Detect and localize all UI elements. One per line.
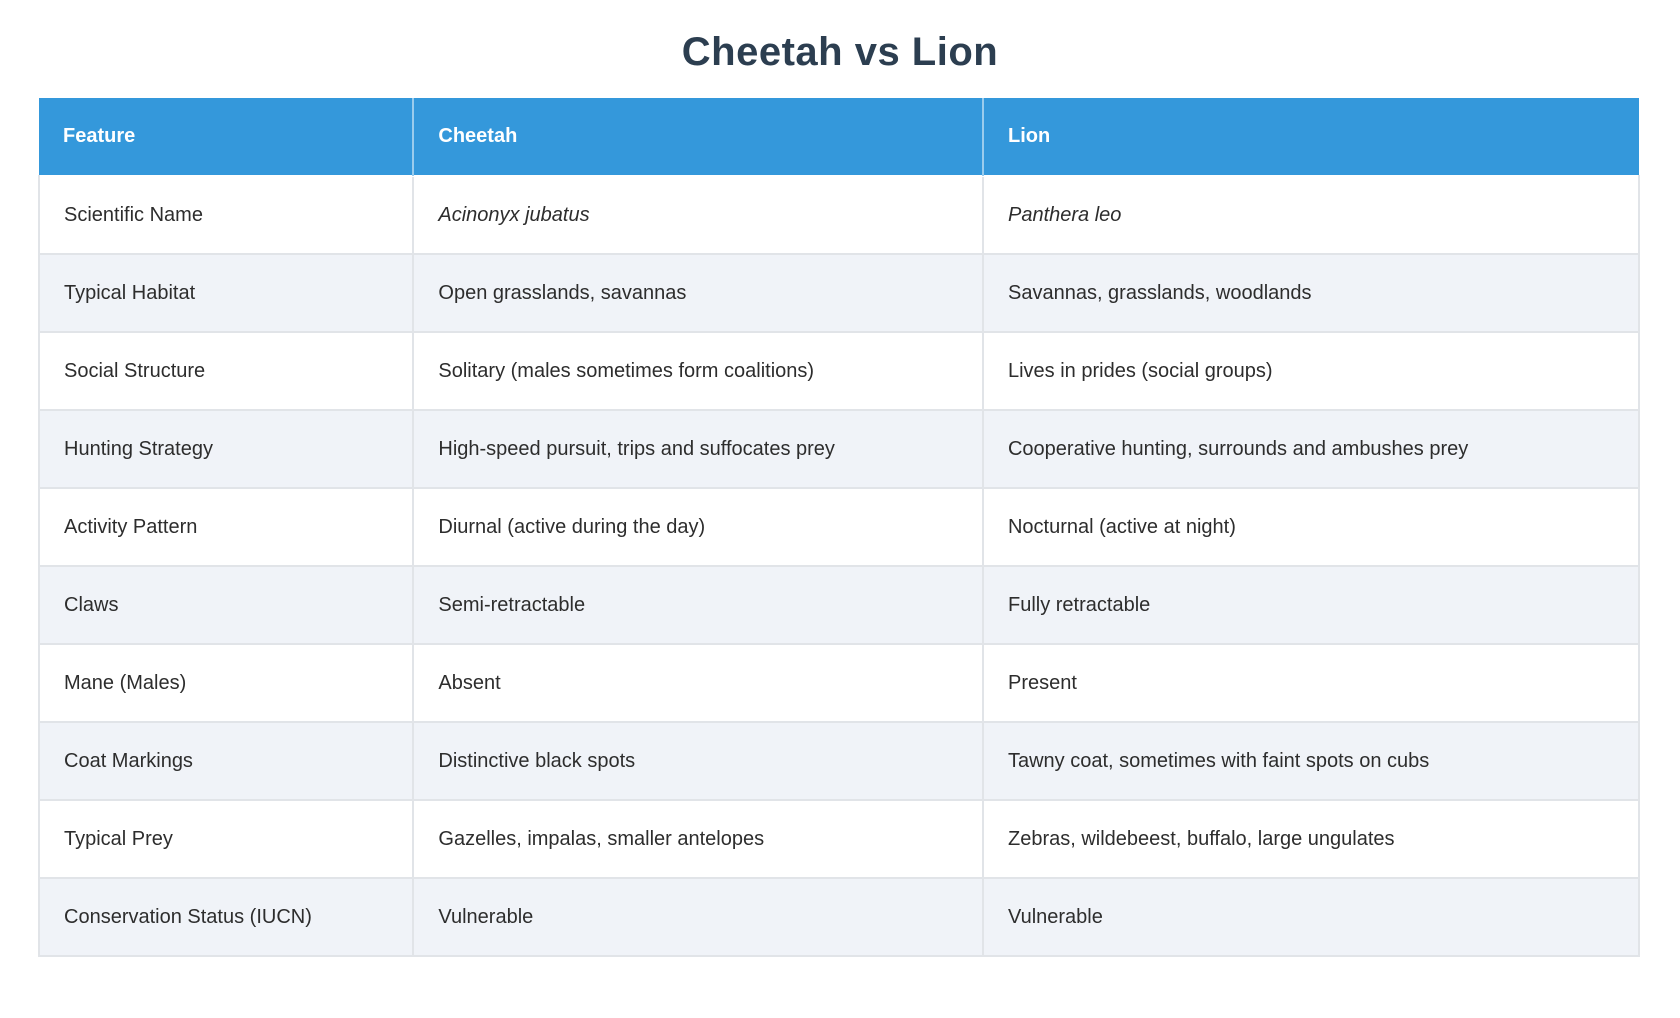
table-row: Activity Pattern Diurnal (active during t…: [37, 487, 1641, 567]
lion-cell: Nocturnal (active at night): [981, 487, 1641, 567]
table-row: Hunting Strategy High-speed pursuit, trip…: [37, 409, 1641, 489]
table-row: Claws Semi-retractable Fully retractable: [37, 565, 1641, 645]
feature-cell: Conservation Status (IUCN): [37, 877, 415, 957]
cheetah-cell: Semi-retractable: [412, 565, 984, 645]
table-row: Typical Habitat Open grasslands, savannas…: [37, 253, 1641, 333]
table-row: Social Structure Solitary (males sometime…: [37, 331, 1641, 411]
lion-cell: Cooperative hunting, surrounds and ambus…: [981, 409, 1641, 489]
table-row: Typical Prey Gazelles, impalas, smaller a…: [37, 799, 1641, 879]
cheetah-cell: High-speed pursuit, trips and suffocates…: [412, 409, 984, 489]
cheetah-cell: Absent: [412, 643, 984, 723]
table-header: Feature Cheetah Lion: [39, 98, 1639, 176]
column-header-lion: Lion: [981, 98, 1639, 176]
lion-cell: Tawny coat, sometimes with faint spots o…: [981, 721, 1641, 801]
table-row: Scientific Name Acinonyx jubatus Panthera …: [37, 175, 1641, 255]
feature-cell: Mane (Males): [37, 643, 415, 723]
feature-cell: Typical Habitat: [37, 253, 415, 333]
cheetah-cell: Acinonyx jubatus: [412, 175, 984, 255]
lion-cell: Panthera leo: [981, 175, 1641, 255]
lion-cell: Vulnerable: [981, 877, 1641, 957]
lion-cell: Savannas, grasslands, woodlands: [981, 253, 1641, 333]
cheetah-cell: Distinctive black spots: [412, 721, 984, 801]
table-row: Coat Markings Distinctive black spots Tawn…: [37, 721, 1641, 801]
feature-cell: Activity Pattern: [37, 487, 415, 567]
lion-cell: Present: [981, 643, 1641, 723]
feature-cell: Social Structure: [37, 331, 415, 411]
feature-cell: Coat Markings: [37, 721, 415, 801]
feature-cell: Typical Prey: [37, 799, 415, 879]
table-row: Mane (Males) Absent Present: [37, 643, 1641, 723]
feature-cell: Claws: [37, 565, 415, 645]
cheetah-cell: Diurnal (active during the day): [412, 487, 984, 567]
comparison-table: Feature Cheetah Lion Scientific Name Acin…: [37, 98, 1641, 957]
header-row: Feature Cheetah Lion: [39, 98, 1639, 176]
table-body: Scientific Name Acinonyx jubatus Panthera …: [37, 175, 1641, 957]
lion-cell: Zebras, wildebeest, buffalo, large ungul…: [981, 799, 1641, 879]
table-row: Conservation Status (IUCN) Vulnerable Vuln…: [37, 877, 1641, 957]
column-header-feature: Feature: [39, 98, 414, 176]
cheetah-cell: Open grasslands, savannas: [412, 253, 984, 333]
cheetah-cell: Gazelles, impalas, smaller antelopes: [412, 799, 984, 879]
lion-cell: Fully retractable: [981, 565, 1641, 645]
cheetah-cell: Solitary (males sometimes form coalition…: [412, 331, 984, 411]
column-header-cheetah: Cheetah: [412, 98, 983, 176]
feature-cell: Hunting Strategy: [37, 409, 415, 489]
feature-cell: Scientific Name: [37, 175, 415, 255]
cheetah-cell: Vulnerable: [412, 877, 984, 957]
page-title: Cheetah vs Lion: [681, 30, 999, 74]
lion-cell: Lives in prides (social groups): [981, 331, 1641, 411]
